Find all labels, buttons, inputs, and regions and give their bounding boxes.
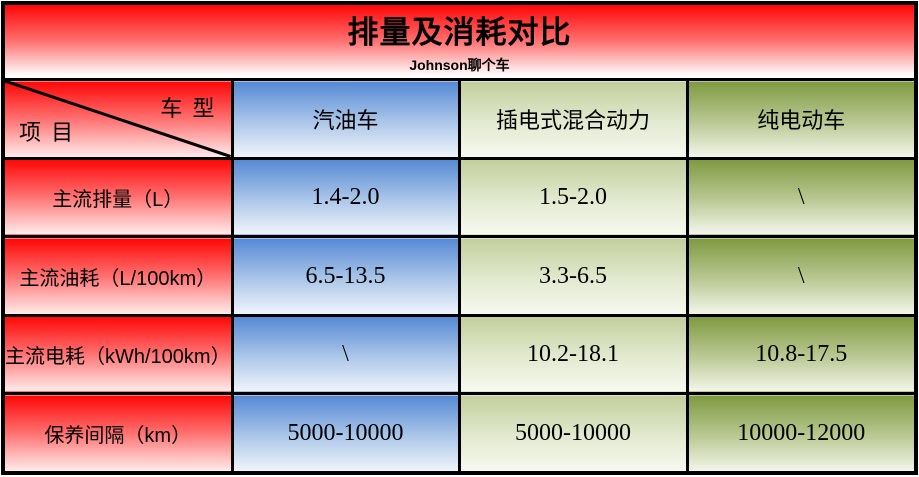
title-banner: 排量及消耗对比 Johnson聊个车 <box>1 1 918 82</box>
cell-displacement-gasoline: 1.4-2.0 <box>230 156 461 239</box>
table-row-electric-consumption: 主流电耗（kWh/100km） \ 10.2-18.1 10.8-17.5 <box>1 313 918 396</box>
cell-fuel-gasoline: 6.5-13.5 <box>230 235 461 317</box>
cell-displacement-bev: \ <box>685 156 918 239</box>
cell-electric-bev: 10.8-17.5 <box>685 313 918 396</box>
page-subtitle: Johnson聊个车 <box>409 57 510 74</box>
page-title: 排量及消耗对比 <box>347 15 572 51</box>
table-row-fuel-consumption: 主流油耗（L/100km） 6.5-13.5 3.3-6.5 \ <box>1 235 918 317</box>
column-header-gasoline: 汽油车 <box>230 78 461 160</box>
cell-fuel-bev: \ <box>685 235 918 317</box>
diagonal-divider-line <box>6 82 229 156</box>
row-label-electric-consumption: 主流电耗（kWh/100km） <box>1 313 234 396</box>
table-row-maintenance-interval: 保养间隔（km） 5000-10000 5000-10000 10000-120… <box>1 392 918 475</box>
cell-fuel-phev: 3.3-6.5 <box>457 235 689 317</box>
column-header-plugin-hybrid: 插电式混合动力 <box>457 78 689 160</box>
column-header-pure-electric: 纯电动车 <box>685 78 918 160</box>
cell-maintenance-phev: 5000-10000 <box>457 392 689 475</box>
corner-header-cell: 车 型 项 目 <box>1 78 234 160</box>
row-label-fuel-consumption: 主流油耗（L/100km） <box>1 235 234 317</box>
cell-electric-gasoline: \ <box>230 313 461 396</box>
cell-displacement-phev: 1.5-2.0 <box>457 156 689 239</box>
table-row-displacement: 主流排量（L） 1.4-2.0 1.5-2.0 \ <box>1 156 918 239</box>
corner-label-vehicle-type: 车 型 <box>160 96 217 122</box>
cell-electric-phev: 10.2-18.1 <box>457 313 689 396</box>
row-label-maintenance-interval: 保养间隔（km） <box>1 392 234 475</box>
title-row: 排量及消耗对比 Johnson聊个车 <box>1 1 918 82</box>
cell-maintenance-bev: 10000-12000 <box>685 392 918 475</box>
corner-label-item: 项 目 <box>19 119 76 145</box>
header-row: 车 型 项 目 汽油车 插电式混合动力 纯电动车 <box>1 78 918 160</box>
cell-maintenance-gasoline: 5000-10000 <box>230 392 461 475</box>
row-label-displacement: 主流排量（L） <box>1 156 234 239</box>
